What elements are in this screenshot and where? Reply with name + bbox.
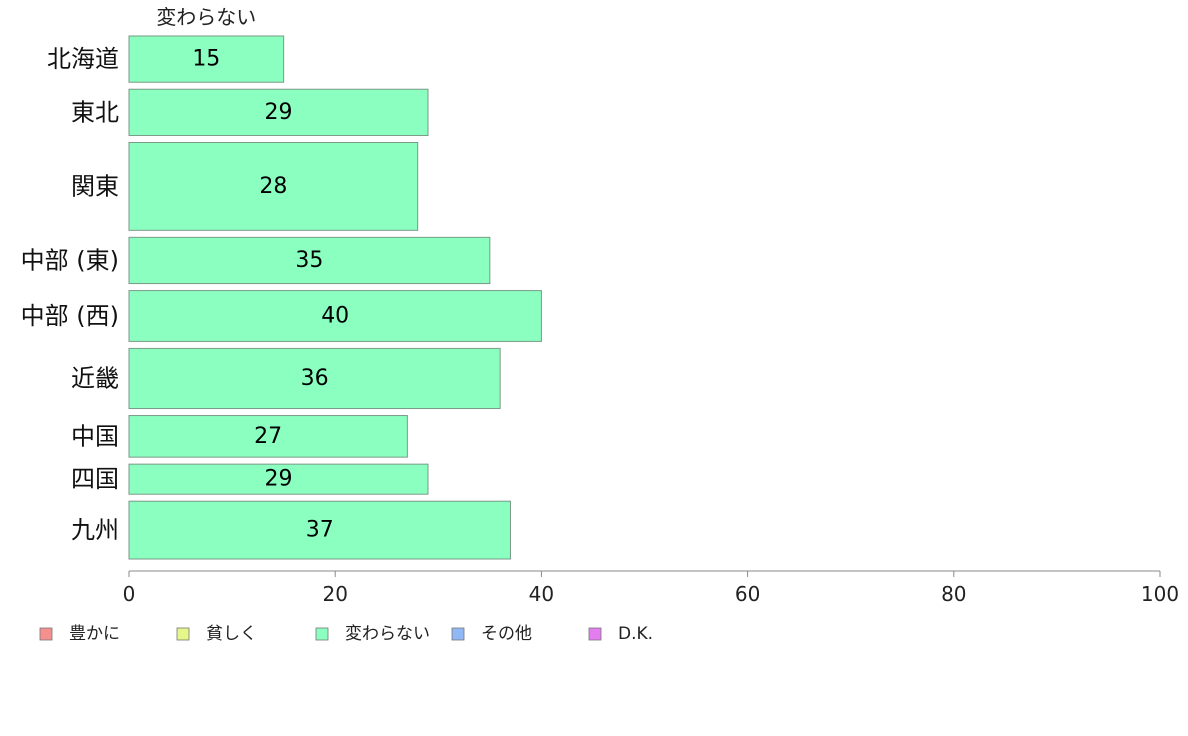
bar-segment — [128, 35, 285, 83]
category-label: 中国 — [71, 422, 119, 450]
bar-segment — [128, 141, 419, 231]
legend-swatch — [39, 627, 53, 641]
legend-swatch — [315, 627, 329, 641]
x-tick-label: 0 — [123, 582, 136, 606]
category-label: 四国 — [71, 465, 119, 493]
legend-item: その他 — [451, 624, 532, 644]
bar-value-label: 28 — [259, 174, 287, 199]
bar-value-label: 40 — [321, 303, 349, 328]
legend-item: 豊かに — [39, 624, 120, 644]
segment-header: 変わらない — [156, 5, 256, 29]
legend-swatch — [176, 627, 190, 641]
category-label: 九州 — [71, 516, 119, 544]
bar-segment — [128, 500, 511, 560]
legend-swatch — [588, 627, 602, 641]
x-tick-label: 80 — [941, 582, 966, 606]
bar-value-label: 36 — [301, 366, 329, 391]
legend-label: その他 — [481, 624, 532, 644]
bar-value-label: 29 — [264, 467, 292, 492]
x-tick-label: 100 — [1141, 582, 1179, 606]
x-tick-label: 60 — [735, 582, 760, 606]
bar-segment — [128, 290, 542, 342]
legend-item: 変わらない — [315, 624, 430, 644]
bar-segment — [128, 415, 408, 458]
category-label: 東北 — [71, 98, 119, 126]
bar-segment — [128, 88, 429, 136]
category-label: 中部 (西) — [21, 302, 119, 330]
legend-label: D.K. — [618, 624, 653, 644]
x-tick-label: 40 — [529, 582, 554, 606]
bar-value-label: 35 — [295, 248, 323, 273]
legend-swatch — [451, 627, 465, 641]
bar-value-label: 29 — [264, 100, 292, 125]
category-label: 北海道 — [47, 45, 119, 73]
category-label: 関東 — [71, 172, 119, 200]
category-label: 中部 (東) — [21, 246, 119, 274]
bar-value-label: 37 — [306, 518, 334, 543]
bar-value-label: 15 — [192, 47, 220, 72]
legend-label: 豊かに — [69, 624, 120, 644]
bar-segment — [128, 347, 501, 410]
category-label: 近畿 — [71, 364, 119, 392]
bar-value-label: 27 — [254, 424, 282, 449]
legend-label: 貧しく — [206, 624, 257, 644]
x-tick-label: 20 — [322, 582, 347, 606]
legend-label: 変わらない — [345, 624, 430, 644]
legend-item: D.K. — [588, 624, 653, 644]
bar-segment — [128, 463, 429, 495]
legend-item: 貧しく — [176, 624, 257, 644]
bar-segment — [128, 236, 491, 285]
